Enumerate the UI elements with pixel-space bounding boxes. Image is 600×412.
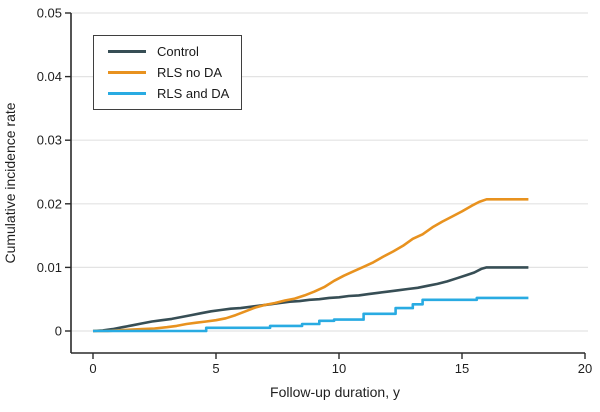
series-line-control (92, 266, 529, 333)
y-tick-label: 0.04 (37, 69, 62, 84)
legend-label-rls-no-da: RLS no DA (157, 65, 223, 80)
x-tick-label: 15 (455, 361, 469, 376)
y-tick-label: 0.01 (37, 260, 62, 275)
x-tick-label: 20 (578, 361, 592, 376)
y-tick-label: 0.02 (37, 196, 62, 211)
legend-item-rls-no-da: RLS no DA (94, 65, 241, 80)
x-tick-label: 0 (89, 361, 96, 376)
x-tick-label: 10 (332, 361, 346, 376)
legend-label-rls-and-da: RLS and DA (157, 86, 230, 101)
tick-labels-group: 0 0.01 0.02 0.03 0.04 0.05 0 5 10 15 20 (37, 6, 593, 377)
legend-item-rls-and-da: RLS and DA (94, 86, 241, 101)
y-tick-label: 0 (55, 324, 62, 339)
rls-no-da-line-swatch (108, 71, 146, 74)
legend-label-control: Control (157, 44, 199, 59)
y-tick-label: 0.03 (37, 133, 62, 148)
y-tick-label: 0.05 (37, 6, 62, 21)
series-line-rls-no-da (93, 198, 529, 333)
x-tick-label: 5 (212, 361, 219, 376)
series-line-rls-and-da (93, 296, 529, 333)
series-group (92, 198, 529, 333)
rls-and-da-line-swatch (108, 92, 146, 95)
legend: Control RLS no DA RLS and DA (93, 35, 242, 110)
x-axis-title: Follow-up duration, y (270, 384, 400, 400)
y-axis-title: Cumulative incidence rate (2, 102, 18, 263)
axes-group (65, 12, 586, 359)
control-line-swatch (108, 50, 146, 53)
legend-item-control: Control (94, 44, 241, 59)
axis-titles-group: Follow-up duration, y Cumulative incidenc… (2, 102, 400, 400)
